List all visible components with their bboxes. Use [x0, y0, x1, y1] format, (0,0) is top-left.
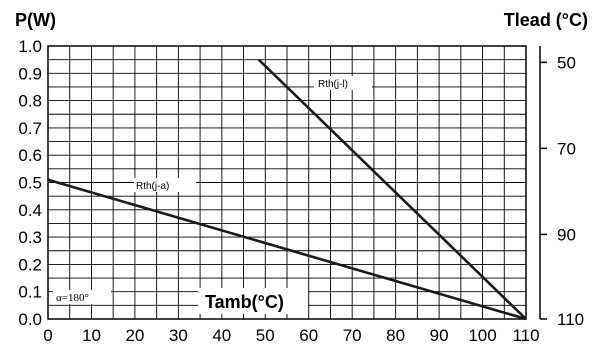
series-line — [47, 178, 527, 321]
y-tick-label: 0.3 — [18, 228, 42, 247]
y2-tick-label: 110 — [557, 310, 584, 329]
x-tick-label: 40 — [212, 326, 231, 345]
series-label-rth-j-l: Rth(j-l) — [318, 79, 348, 90]
y2-tick-label: 50 — [557, 53, 576, 72]
x-tick-label: 110 — [512, 326, 539, 345]
y-axis-title: P(W) — [15, 10, 56, 30]
x-tick-label: 50 — [256, 326, 275, 345]
right-axis — [539, 46, 547, 320]
x-tick-label: 60 — [299, 326, 318, 345]
grid — [48, 46, 526, 319]
x-tick-label: 10 — [82, 326, 101, 345]
y-tick-label: 0.2 — [18, 255, 42, 274]
y2-axis-title: Tlead (°C) — [504, 10, 588, 30]
y-tick-label: 0.4 — [18, 201, 42, 220]
plot-frame — [47, 45, 527, 320]
y-tick-label: 0.7 — [18, 119, 42, 138]
y-tick-label: 0.6 — [18, 146, 42, 165]
y-tick-label: 0.9 — [18, 64, 42, 83]
x-tick-label: 20 — [125, 326, 144, 345]
x-tick-label: 80 — [386, 326, 405, 345]
y2-tick-label: 90 — [557, 225, 576, 244]
series-group — [47, 58, 527, 321]
x-tick-label: 70 — [343, 326, 362, 345]
x-tick-label: 90 — [430, 326, 449, 345]
y-tick-label: 0.8 — [18, 92, 42, 111]
x-tick-label: 30 — [169, 326, 188, 345]
series-label-backing-rth-j-a — [134, 178, 196, 192]
y-tick-label: 1.0 — [18, 37, 42, 56]
y-tick-label: 0.1 — [18, 283, 42, 302]
annotation-alpha: α=180° — [56, 292, 89, 304]
y-tick-label: 0.5 — [18, 174, 42, 193]
y2-tick-labels: 50 70 90 110 — [557, 53, 584, 329]
series-label-backing-rth-j-l — [314, 76, 372, 90]
x-tick-labels: 0 10 20 30 40 50 60 70 80 90 100 110 — [43, 326, 539, 345]
y-tick-labels: 0.0 0.1 0.2 0.3 0.4 0.5 0.6 0.7 0.8 0.9 1.0 — [18, 37, 42, 329]
annotation-backing — [53, 290, 111, 304]
series-label-rth-j-a: Rth(j-a) — [136, 181, 169, 192]
x-axis-title: Tamb(°C) — [205, 292, 284, 312]
x-tick-label: 100 — [468, 326, 496, 345]
y-tick-label: 0.0 — [18, 310, 42, 329]
series-line — [257, 58, 527, 320]
x-axis-title-backing — [198, 288, 308, 314]
y2-tick-label: 70 — [557, 139, 576, 158]
x-tick-label: 0 — [43, 326, 52, 345]
